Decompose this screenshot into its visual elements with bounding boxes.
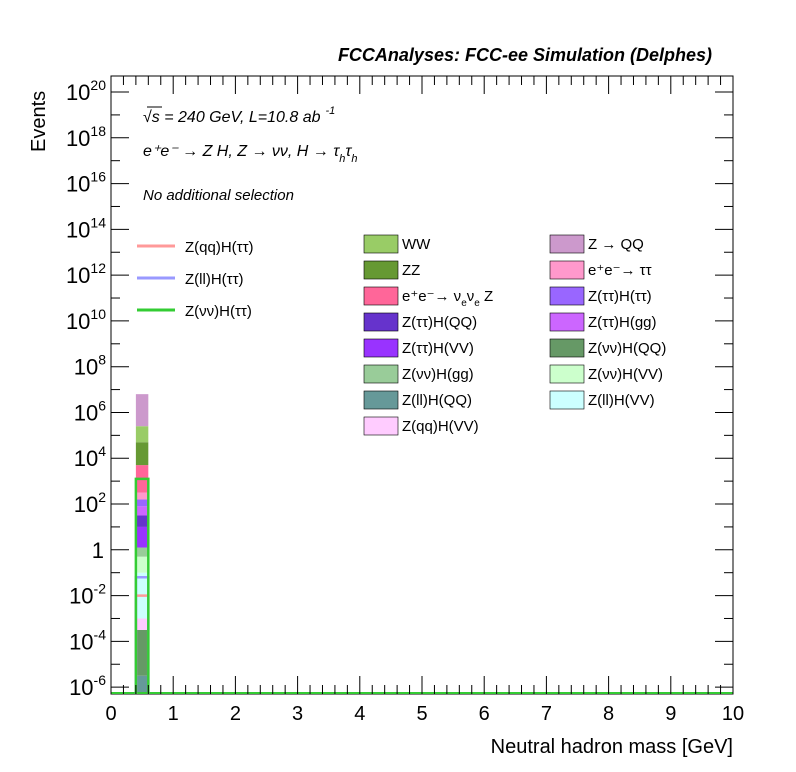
- stack-bar-12: [135, 442, 149, 466]
- energy-annotation: √s = 240 GeV, L=10.8 ab: [143, 109, 321, 126]
- y-tick-label: 1016: [66, 169, 106, 197]
- stack-bar-9: [135, 499, 149, 507]
- legend-right-col-label-6: Z(ll)H(VV): [588, 392, 655, 409]
- y-tick-label: 106: [74, 397, 106, 425]
- legend-left-col-label-6: Z(ll)H(QQ): [402, 392, 472, 409]
- legend-left-col-label-7: Z(qq)H(VV): [402, 418, 479, 435]
- y-tick-label: 10-4: [69, 626, 106, 654]
- x-tick-label: 3: [292, 703, 303, 725]
- y-tick-label: 1020: [66, 77, 106, 105]
- process-subscript-2: h: [351, 153, 357, 165]
- legend-left-col-label-2: e⁺e⁻→ νeνe Z: [402, 288, 493, 309]
- legend-left-col-label-1: ZZ: [402, 262, 420, 279]
- y-tick-label: 1: [92, 538, 104, 563]
- legend-right-col-label-5: Z(νν)H(VV): [588, 366, 663, 383]
- legend-left-col-label-5: Z(νν)H(gg): [402, 366, 474, 383]
- y-tick-label: 102: [74, 489, 106, 517]
- process-tau: τ: [345, 143, 352, 160]
- legend-left-col-swatch-6: [363, 390, 399, 410]
- legend-left-col-label-4: Z(ττ)H(VV): [402, 340, 474, 357]
- axis-layer: 0 1 2 3 4 5 6 7 8 9 10 1020 1018 1016 1014 1012 1010 108 1…: [66, 76, 744, 725]
- legend-right-col-swatch-2: [549, 286, 585, 306]
- stack-bar-6: [135, 526, 149, 548]
- y-tick-label: 10-2: [69, 581, 106, 609]
- legend-left-col-swatch-3: [363, 312, 399, 332]
- y-axis-label: Events: [28, 91, 50, 152]
- legend-right-col-swatch-4: [549, 338, 585, 358]
- annotation-block: √s = 240 GeV, L=10.8 ab -1 e⁺e⁻ → Z H, Z …: [143, 105, 357, 204]
- x-tick-label: 7: [541, 703, 552, 725]
- x-tick-label: 4: [354, 703, 365, 725]
- energy-superscript: -1: [326, 105, 336, 117]
- stack-bar-4: [135, 556, 149, 573]
- x-tick-label: 9: [665, 703, 676, 725]
- x-axis-label: Neutral hadron mass [GeV]: [491, 736, 733, 758]
- legend-right-col-label-2: Z(ττ)H(ττ): [588, 288, 652, 305]
- svg-text:√s = 240 GeV, L=10.8 ab-1: √s = 240 GeV, L=10.8 ab -1: [143, 105, 335, 126]
- legend-right-col-label-3: Z(ττ)H(gg): [588, 314, 657, 331]
- signal-layer: [134, 477, 150, 694]
- legend-left-col-label-3: Z(ττ)H(QQ): [402, 314, 477, 331]
- legend-left-col-swatch-7: [363, 416, 399, 436]
- legend-right-col-swatch-0: [549, 234, 585, 254]
- legend-label: Z(qq)H(ττ): [185, 239, 254, 256]
- y-tick-label: 1012: [66, 260, 106, 288]
- process-subscript-1: h: [339, 153, 345, 165]
- legend-right-col-swatch-1: [549, 260, 585, 280]
- y-tick-label: 108: [74, 352, 106, 380]
- legend-label: Z(ll)H(ττ): [185, 271, 244, 288]
- legend-right-col-swatch-5: [549, 364, 585, 384]
- legend-label: Z(νν)H(ττ): [185, 303, 252, 320]
- x-tick-label: 0: [105, 703, 116, 725]
- stack-layer: [111, 394, 733, 694]
- legend-left-col-label-0: WW: [402, 236, 431, 253]
- y-tick-label: 1014: [66, 214, 106, 242]
- stack-bar-13: [135, 426, 149, 443]
- legend-left-col-swatch-2: [363, 286, 399, 306]
- y-tick-label: 1018: [66, 123, 106, 151]
- selection-annotation: No additional selection: [143, 187, 294, 204]
- legend-right-col-swatch-3: [549, 312, 585, 332]
- plot-frame: [110, 75, 734, 695]
- stack-bar-1: [135, 629, 149, 676]
- stack-bar-10: [135, 492, 149, 500]
- stack-bar-8: [135, 506, 149, 516]
- x-tick-label: 6: [479, 703, 490, 725]
- x-tick-label: 10: [722, 703, 744, 725]
- legend-left-col-swatch-0: [363, 234, 399, 254]
- legend-left-col-swatch-1: [363, 260, 399, 280]
- stack-bar-2: [135, 618, 149, 630]
- signal-line-2: [134, 477, 150, 694]
- x-tick-label: 1: [168, 703, 179, 725]
- legend-right-col-label-1: e⁺e⁻→ ττ: [588, 262, 652, 279]
- y-tick-label: 10-6: [69, 672, 106, 700]
- svg-text:e⁺e⁻ → Z H, Z → νν, H → τhτh: e⁺e⁻ → Z H, Z → νν, H → τhτh: [143, 143, 357, 165]
- y-tick-label: 104: [74, 443, 106, 471]
- x-tick-label: 8: [603, 703, 614, 725]
- y-tick-label: 1010: [66, 306, 106, 334]
- legend-right-col-label-0: Z → QQ: [588, 236, 644, 253]
- legend-right-col-label-4: Z(νν)H(QQ): [588, 340, 666, 357]
- chart-title: FCCAnalyses: FCC-ee Simulation (Delphes): [338, 45, 712, 65]
- legend: Z(qq)H(ττ) Z(ll)H(ττ) Z(νν)H(ττ) WW ZZ e⁺e⁻→ …: [137, 234, 666, 436]
- x-tick-label: 5: [416, 703, 427, 725]
- x-tick-label: 2: [230, 703, 241, 725]
- stack-bar-0: [135, 675, 149, 694]
- process-annotation: e⁺e⁻ → Z H, Z → νν, H → τ: [143, 143, 340, 160]
- legend-left-col-swatch-4: [363, 338, 399, 358]
- stack-bar-5: [135, 547, 149, 557]
- stack-bar-14: [135, 394, 149, 427]
- legend-right-col-swatch-6: [549, 390, 585, 410]
- stack-bar-7: [135, 515, 149, 527]
- legend-left-col-swatch-5: [363, 364, 399, 384]
